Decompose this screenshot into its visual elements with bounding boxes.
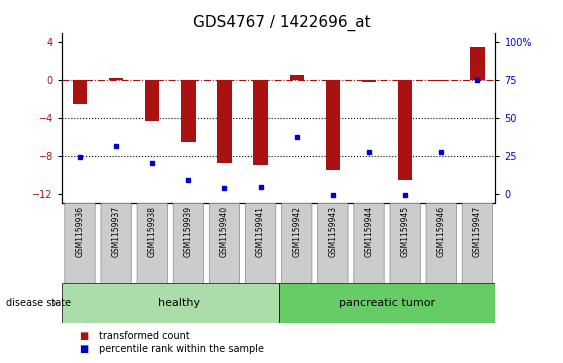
FancyBboxPatch shape xyxy=(65,203,95,284)
Bar xyxy=(398,80,412,180)
Bar xyxy=(217,80,232,163)
Bar xyxy=(289,75,304,80)
FancyBboxPatch shape xyxy=(279,283,513,323)
Text: GSM1159940: GSM1159940 xyxy=(220,206,229,257)
Text: GDS4767 / 1422696_at: GDS4767 / 1422696_at xyxy=(193,15,370,31)
FancyBboxPatch shape xyxy=(173,203,204,284)
Bar xyxy=(362,80,376,82)
Text: GSM1159936: GSM1159936 xyxy=(75,206,84,257)
FancyBboxPatch shape xyxy=(245,203,276,284)
Text: transformed count: transformed count xyxy=(99,331,189,341)
Text: healthy: healthy xyxy=(158,298,200,308)
Bar xyxy=(253,80,268,166)
Bar xyxy=(434,80,449,81)
FancyBboxPatch shape xyxy=(354,203,384,284)
Text: GSM1159944: GSM1159944 xyxy=(364,206,373,257)
Bar xyxy=(145,80,159,121)
Bar xyxy=(325,80,340,170)
FancyBboxPatch shape xyxy=(209,203,240,284)
FancyBboxPatch shape xyxy=(62,283,279,323)
FancyBboxPatch shape xyxy=(390,203,421,284)
Text: ■: ■ xyxy=(79,344,88,354)
Text: pancreatic tumor: pancreatic tumor xyxy=(339,298,435,308)
Text: GSM1159938: GSM1159938 xyxy=(148,206,157,257)
Text: percentile rank within the sample: percentile rank within the sample xyxy=(99,344,263,354)
Text: GSM1159937: GSM1159937 xyxy=(111,206,120,257)
Text: disease state: disease state xyxy=(6,298,71,308)
Bar xyxy=(470,47,485,80)
Bar xyxy=(181,80,195,142)
Text: GSM1159946: GSM1159946 xyxy=(437,206,446,257)
FancyBboxPatch shape xyxy=(137,203,167,284)
Text: GSM1159942: GSM1159942 xyxy=(292,206,301,257)
FancyBboxPatch shape xyxy=(282,203,312,284)
Text: GSM1159947: GSM1159947 xyxy=(473,206,482,257)
FancyBboxPatch shape xyxy=(426,203,457,284)
FancyBboxPatch shape xyxy=(318,203,348,284)
Text: GSM1159941: GSM1159941 xyxy=(256,206,265,257)
Bar xyxy=(109,78,123,80)
Text: GSM1159939: GSM1159939 xyxy=(184,206,193,257)
FancyBboxPatch shape xyxy=(462,203,493,284)
Text: GSM1159943: GSM1159943 xyxy=(328,206,337,257)
Bar xyxy=(73,80,87,104)
FancyBboxPatch shape xyxy=(101,203,131,284)
Text: ■: ■ xyxy=(79,331,88,341)
Text: GSM1159945: GSM1159945 xyxy=(401,206,410,257)
